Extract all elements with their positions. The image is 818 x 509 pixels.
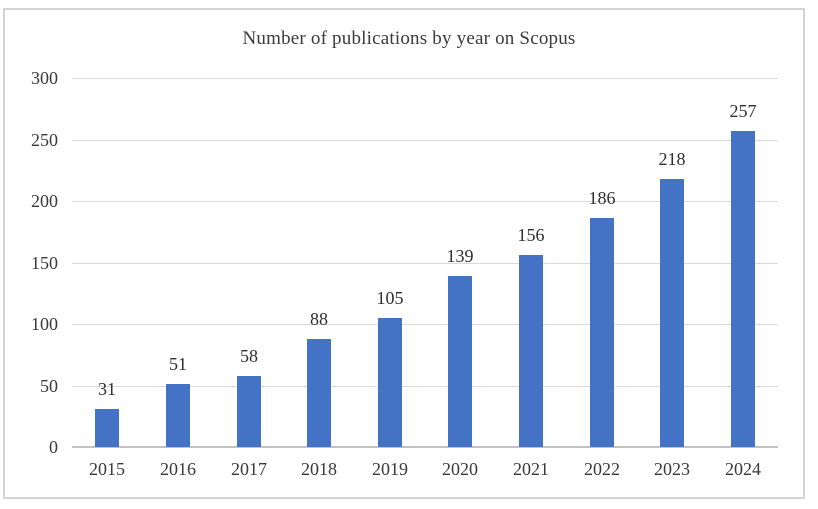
x-axis-label-2018: 2018 [301,459,337,479]
bar-2020 [448,276,472,447]
x-axis-label-2015: 2015 [89,459,125,479]
x-axis-label-2021: 2021 [513,459,549,479]
y-axis-tick-label: 250 [31,129,58,150]
bar-value-label-2016: 51 [169,354,187,374]
gridline-150 [72,262,778,264]
bar-value-label-2021: 156 [517,225,545,245]
y-axis-tick-label: 300 [31,68,58,88]
y-axis-tick-label: 0 [49,437,58,457]
bar-value-label-2018: 88 [310,309,328,329]
bar-value-label-2022: 186 [588,188,616,208]
bar-2017 [237,376,261,447]
bar-value-label-2020: 139 [446,246,474,266]
gridline-200 [72,201,778,202]
gridline-300 [72,78,778,79]
y-axis-tick-label: 100 [31,314,58,334]
bar-value-label-2017: 58 [240,346,258,366]
bar-value-label-2023: 218 [658,149,686,169]
bar-2016 [166,384,190,447]
bar-value-label-2015: 31 [98,379,116,399]
bar-2024 [731,131,755,447]
x-axis-label-2016: 2016 [160,459,196,479]
bar-2019 [378,318,402,447]
gridline-100 [72,324,778,325]
x-axis-label-2020: 2020 [442,459,478,479]
x-axis-line [72,446,778,448]
x-axis-label-2017: 2017 [231,459,267,479]
chart-frame [3,8,805,499]
x-axis-label-2022: 2022 [584,459,620,479]
bar-2015 [95,409,119,447]
bar-2023 [660,179,684,447]
gridline-250 [72,139,778,141]
y-axis-tick-label: 150 [31,252,58,273]
y-axis-tick-label: 200 [31,191,58,211]
x-axis-label-2019: 2019 [372,459,408,479]
bar-value-label-2024: 257 [729,101,757,121]
bar-2022 [590,218,614,447]
x-axis-label-2023: 2023 [654,459,690,479]
x-axis-label-2024: 2024 [725,459,761,479]
bar-2018 [307,339,331,447]
bar-value-label-2019: 105 [376,288,404,308]
chart-title: Number of publications by year on Scopus [242,28,576,49]
y-axis-tick-label: 50 [40,375,58,396]
gridline-50 [72,385,778,387]
bar-2021 [519,255,543,447]
